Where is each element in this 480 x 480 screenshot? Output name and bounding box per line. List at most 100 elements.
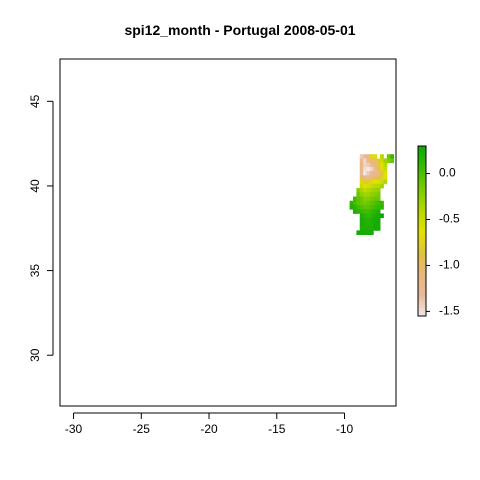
raster-cell [369,171,374,176]
raster-cell [366,204,371,210]
legend-color-bar [418,146,426,317]
legend-swatch [418,279,426,283]
legend-tick-label: 0.0 [439,166,456,180]
legend-swatch [418,242,426,246]
legend-swatch [418,146,426,150]
raster-cell [359,217,364,223]
legend-swatch [418,313,426,317]
raster-cell [376,158,381,164]
raster-cell [373,226,378,231]
raster-cell [376,226,381,231]
raster-cell [373,166,378,172]
raster-cell [363,179,367,185]
legend-swatch [418,236,426,240]
raster-cell [376,192,381,197]
legend-swatch [418,157,426,161]
raster-cell [366,226,371,231]
raster-cell [366,188,371,193]
raster-cell [363,200,367,206]
x-tick-label: -10 [336,422,354,436]
raster-cell [349,204,354,210]
raster-cell [373,154,378,159]
legend-swatch [418,273,426,277]
raster-cell [380,158,384,164]
legend-swatch [418,293,426,297]
raster-cell [366,158,371,164]
chart-title: spi12_month - Portugal 2008-05-01 [124,22,356,38]
raster-cell [359,221,364,227]
raster-cell [369,179,374,185]
legend-swatch [418,265,426,269]
raster-cell [383,179,388,185]
raster-cell [369,196,374,202]
legend-swatch [418,197,426,201]
raster-cell [356,188,361,193]
raster-cell [383,158,388,164]
legend-swatch [418,248,426,252]
legend-swatch [418,194,426,198]
raster-cell [366,217,371,223]
raster-cell [376,183,381,189]
raster-cell [366,196,371,202]
raster-cell [373,221,378,227]
raster-cell [380,179,384,185]
raster-cell [383,162,388,168]
raster-cell [373,209,378,214]
x-tick-label: -30 [65,422,83,436]
raster-cell [380,183,384,189]
legend-swatch [418,182,426,187]
raster-cell [369,192,374,197]
legend-swatch [418,160,426,164]
legend-swatch [418,165,426,170]
raster-cell [369,166,374,172]
raster-cell [359,204,364,210]
legend-swatch [418,177,426,181]
raster-cell [369,209,374,214]
legend-swatch [418,180,426,184]
raster-cell [359,226,364,231]
legend-swatch [418,296,426,300]
legend-swatch [418,168,426,172]
legend-swatch [418,282,426,286]
raster-cell [363,196,367,202]
raster-cell [376,162,381,168]
raster-cell [369,230,374,236]
raster-layer [349,154,395,236]
y-tick-label: 40 [28,179,42,193]
raster-cell [376,221,381,227]
raster-cell [363,166,367,172]
legend-swatch [418,185,426,189]
legend-swatch [418,151,426,155]
raster-cell [373,183,378,189]
raster-cell [363,209,367,214]
raster-cell [366,183,371,189]
legend-swatch [418,299,426,303]
legend-tick-label: -0.5 [439,212,460,226]
legend-swatch [418,304,426,308]
raster-cell [369,154,374,159]
raster-cell [373,213,378,219]
legend-frame [417,145,427,317]
raster-cell [363,188,367,193]
raster-cell [380,204,384,210]
legend-swatch [418,228,426,232]
raster-cell [359,196,364,202]
legend-swatch [418,284,426,289]
legend-swatch [418,262,426,266]
raster-cell [363,226,367,231]
raster-cell [359,188,364,193]
raster-cell [373,171,378,176]
legend-swatch [418,253,426,257]
raster-cell [363,192,367,197]
legend-swatch [418,307,426,311]
legend-swatch [418,290,426,294]
raster-cell [366,171,371,176]
legend-swatch [418,211,426,215]
legend-tick-label: -1.5 [439,304,460,318]
raster-cell [366,200,371,206]
raster-cell [363,204,367,210]
color-legend: 0.0 -0.5 -1.0 -1.5 [417,145,460,318]
raster-cell [373,175,378,180]
raster-cell [359,200,364,206]
